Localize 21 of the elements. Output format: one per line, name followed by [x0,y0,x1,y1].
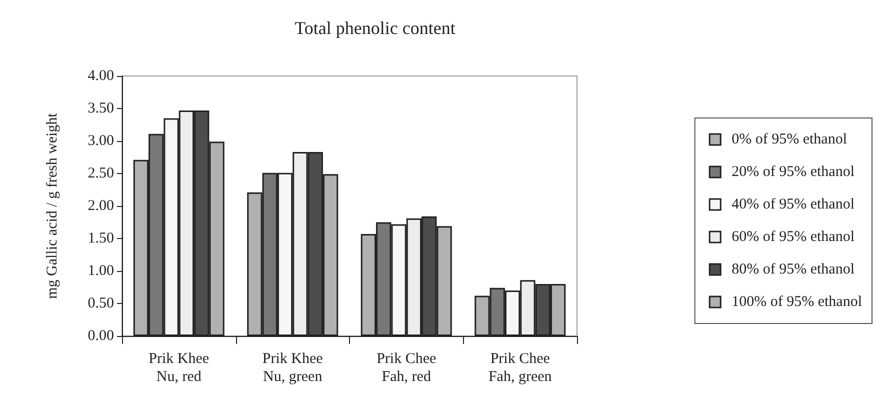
y-axis-title: mg Gallic acid / g fresh weight [44,112,60,299]
y-tick-label: 1.00 [88,263,114,279]
y-tick-label: 4.00 [88,68,114,84]
y-tick-label: 0.50 [88,296,114,312]
legend-label: 0% of 95% ethanol [732,132,848,148]
y-tick-label: 0.00 [88,328,114,344]
y-tick-label: 2.50 [88,166,114,182]
x-tick-label: Prik Khee Nu, red [148,351,210,385]
y-tick-label: 3.00 [88,133,114,149]
legend-label: 80% of 95% ethanol [732,262,855,278]
y-tick-label: 1.50 [88,230,114,246]
y-tick-label: 2.00 [88,198,114,214]
y-tick-label: 3.50 [88,100,114,116]
legend-label: 100% of 95% ethanol [732,294,862,310]
legend-label: 20% of 95% ethanol [732,164,855,180]
legend-label: 40% of 95% ethanol [732,196,855,212]
x-tick-label: Prik Chee Fah, green [488,351,552,385]
x-tick-label: Prik Khee Nu, green [262,351,324,385]
legend-label: 60% of 95% ethanol [732,229,855,245]
chart-title: Total phenolic content [294,18,456,38]
x-tick-label: Prik Chee Fah, red [376,351,437,385]
